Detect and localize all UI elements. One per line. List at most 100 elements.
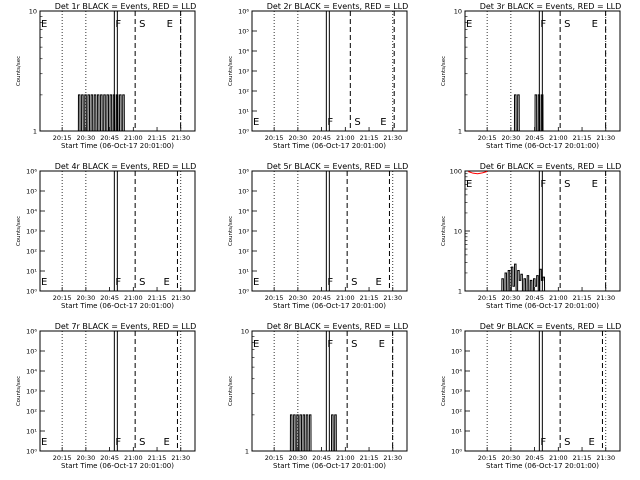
y-tick-label: 1 [245, 448, 249, 456]
plot-title: Det 5r BLACK = Events, RED = LLD [267, 162, 409, 171]
y-axis-title: Counts/sec [228, 56, 234, 86]
y-tick-label: 10⁵ [238, 188, 249, 196]
marker-entry-label: E [466, 19, 472, 30]
y-tick-label: 10⁶ [238, 8, 249, 16]
x-tick-label: 21:30 [596, 454, 615, 462]
marker-flare-label: F [540, 19, 546, 30]
x-tick-label: 20:15 [53, 134, 72, 142]
x-tick-label: 20:45 [525, 294, 544, 302]
x-tick-label: 20:45 [312, 134, 331, 142]
x-tick-label: 20:30 [502, 294, 521, 302]
detector-plot-5: Det 5r BLACK = Events, RED = LLD 10⁰ 10¹ 10… [228, 162, 408, 310]
y-tick-label: 10¹ [451, 428, 462, 436]
y-tick-label: 1 [458, 288, 462, 296]
marker-exit-label: E [375, 277, 381, 288]
marker-saa-label: S [351, 277, 357, 288]
marker-entry-label: E [41, 19, 47, 30]
x-tick-label: 21:30 [383, 294, 402, 302]
detector-plot-2: Det 2r BLACK = Events, RED = LLD 10⁰ 10¹ 10… [228, 2, 408, 150]
marker-exit-label: E [379, 339, 385, 350]
marker-saa-label: S [139, 19, 145, 30]
marker-saa-label: S [564, 19, 570, 30]
marker-exit-label: E [592, 179, 598, 190]
y-tick-label: 10³ [451, 388, 462, 396]
y-tick-label: 10⁰ [451, 448, 462, 456]
plot-title: Det 4r BLACK = Events, RED = LLD [55, 162, 197, 171]
y-tick-label: 10³ [238, 68, 249, 76]
y-tick-label: 10⁶ [238, 168, 249, 176]
marker-flare-label: F [327, 277, 333, 288]
y-tick-label: 10⁴ [451, 368, 462, 376]
marker-exit-label: E [592, 19, 598, 30]
marker-saa-label: S [351, 339, 357, 350]
x-tick-label: 20:15 [265, 454, 284, 462]
marker-flare-label: F [327, 117, 333, 128]
marker-exit-label: E [163, 437, 169, 448]
y-tick-label: 1 [458, 128, 462, 136]
y-tick-label: 10⁵ [26, 188, 37, 196]
y-tick-label: 10⁵ [238, 28, 249, 36]
x-tick-label: 21:00 [336, 134, 355, 142]
y-tick-label: 10 [454, 228, 462, 236]
x-tick-label: 21:00 [124, 294, 143, 302]
plot-title: Det 6r BLACK = Events, RED = LLD [480, 162, 622, 171]
x-tick-label: 21:30 [171, 454, 190, 462]
x-tick-label: 21:15 [148, 454, 167, 462]
x-tick-label: 21:30 [596, 134, 615, 142]
y-tick-label: 10 [29, 8, 37, 16]
x-tick-label: 21:15 [573, 454, 592, 462]
x-tick-label: 20:45 [100, 134, 119, 142]
y-tick-label: 10² [238, 88, 249, 96]
y-axis-title: Counts/sec [16, 56, 22, 86]
y-tick-label: 10⁴ [238, 208, 249, 216]
x-tick-label: 21:00 [124, 454, 143, 462]
x-tick-label: 20:45 [312, 454, 331, 462]
detector-plot-7: Det 7r BLACK = Events, RED = LLD 10⁰ 10¹ 10… [16, 322, 196, 470]
y-tick-label: 10¹ [26, 268, 37, 276]
marker-exit-label: E [167, 19, 173, 30]
x-axis-title: Start Time (06-Oct-17 20:01:00) [61, 302, 174, 310]
y-tick-label: 10³ [26, 228, 37, 236]
detector-plot-8: Det 8r BLACK = Events, RED = LLD 1 10 Count… [228, 322, 408, 470]
x-tick-label: 21:30 [596, 294, 615, 302]
y-tick-label: 10⁴ [238, 48, 249, 56]
x-tick-label: 20:30 [77, 134, 96, 142]
marker-flare-label: F [115, 437, 121, 448]
x-tick-label: 20:45 [525, 134, 544, 142]
x-tick-label: 20:30 [289, 134, 308, 142]
events-series [500, 263, 547, 292]
x-tick-label: 20:30 [77, 454, 96, 462]
y-axis-title: Counts/sec [228, 376, 234, 406]
detector-plot-3: Det 3r BLACK = Events, RED = LLD 1 10 Count… [441, 2, 621, 150]
y-tick-label: 10⁶ [451, 328, 462, 336]
detector-plot-6: Det 6r BLACK = Events, RED = LLD 1 10 100 Co… [441, 162, 621, 310]
x-tick-label: 21:00 [336, 294, 355, 302]
marker-entry-label: E [41, 277, 47, 288]
marker-saa-label: S [564, 437, 570, 448]
y-tick-label: 10⁰ [26, 288, 37, 296]
x-axis-title: Start Time (06-Oct-17 20:01:00) [486, 462, 599, 470]
marker-entry-label: E [253, 339, 259, 350]
y-tick-label: 10⁴ [26, 368, 37, 376]
x-tick-label: 21:15 [573, 294, 592, 302]
y-tick-label: 10⁰ [26, 448, 37, 456]
x-axis-title: Start Time (06-Oct-17 20:01:00) [61, 142, 174, 150]
detector-plot-4: Det 4r BLACK = Events, RED = LLD 10⁰ 10¹ 10… [16, 162, 196, 310]
x-axis-title: Start Time (06-Oct-17 20:01:00) [273, 462, 386, 470]
y-tick-label: 10 [241, 328, 249, 336]
events-series [76, 94, 126, 132]
x-tick-label: 20:15 [265, 294, 284, 302]
x-tick-label: 20:15 [478, 134, 497, 142]
x-tick-label: 20:15 [478, 454, 497, 462]
x-tick-label: 21:30 [383, 134, 402, 142]
x-tick-label: 20:15 [265, 134, 284, 142]
x-tick-label: 21:30 [171, 134, 190, 142]
marker-flare-label: F [540, 437, 546, 448]
x-tick-label: 21:15 [573, 134, 592, 142]
marker-saa-label: S [139, 437, 145, 448]
events-series [288, 414, 338, 452]
y-tick-label: 10³ [238, 228, 249, 236]
y-tick-label: 10¹ [238, 108, 249, 116]
marker-entry-label: E [41, 437, 47, 448]
